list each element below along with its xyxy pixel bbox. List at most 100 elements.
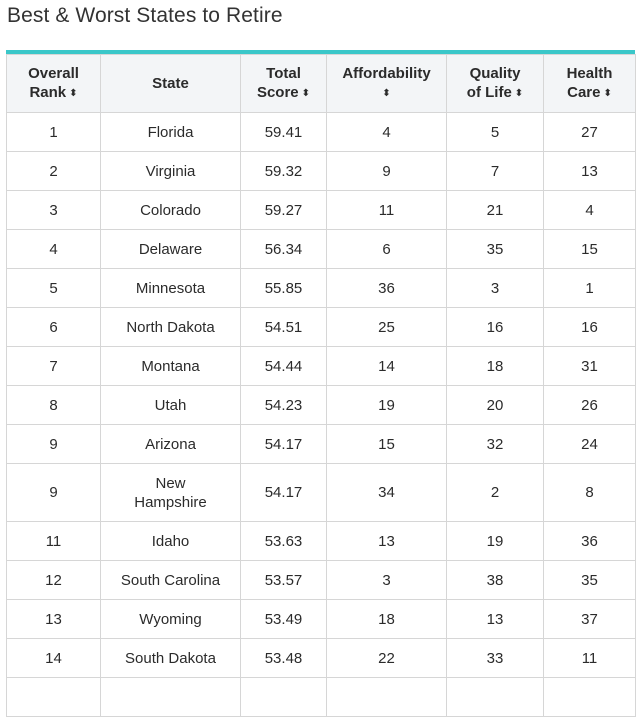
cell-affordability: 15	[326, 424, 447, 464]
cell-total-score: 59.41	[240, 112, 327, 152]
state-name-line: New	[155, 474, 186, 492]
table-row: 2 Virginia 59.32 9 7 13	[6, 151, 636, 191]
cell-total-score: 53.48	[240, 638, 327, 678]
cell-total-score: 54.17	[240, 424, 327, 464]
cell-overall-rank: 6	[6, 307, 101, 347]
column-header-label: of Life	[466, 84, 512, 101]
cell-state: Virginia	[100, 151, 241, 191]
cell-affordability: 22	[326, 638, 447, 678]
sort-updown-icon[interactable]: ⬍	[603, 88, 612, 99]
cell-quality-of-life: 7	[446, 151, 544, 191]
cell-state: Utah	[100, 385, 241, 425]
cell-health-care: 1	[543, 268, 636, 308]
retirement-rankings-table: Overall Rank ⬍ State Total Score ⬍ Afforda…	[6, 54, 636, 717]
cell-quality-of-life: 3	[446, 268, 544, 308]
cell-health-care: 24	[543, 424, 636, 464]
column-header-health-care[interactable]: Health Care ⬍	[543, 54, 636, 113]
cell-total-score: 54.44	[240, 346, 327, 386]
cell-quality-of-life: 18	[446, 346, 544, 386]
cell-health-care: 26	[543, 385, 636, 425]
cell-health-care: 15	[543, 229, 636, 269]
cell-quality-of-life: 33	[446, 638, 544, 678]
table-row	[6, 677, 636, 717]
cell-affordability: 25	[326, 307, 447, 347]
cell-health-care: 37	[543, 599, 636, 639]
cell-overall-rank: 4	[6, 229, 101, 269]
cell-affordability: 34	[326, 463, 447, 522]
sort-updown-icon[interactable]: ⬍	[69, 88, 78, 99]
cell-state: South Carolina	[100, 560, 241, 600]
cell-overall-rank: 14	[6, 638, 101, 678]
column-header-label: Total	[266, 65, 301, 82]
cell-quality-of-life: 19	[446, 521, 544, 561]
cell-total-score: 59.27	[240, 190, 327, 230]
column-header-label: Rank	[29, 84, 67, 101]
sort-updown-icon[interactable]: ⬍	[382, 88, 391, 99]
cell-state: Florida	[100, 112, 241, 152]
cell-affordability: 9	[326, 151, 447, 191]
page-title: Best & Worst States to Retire	[7, 4, 283, 27]
table-row: 4 Delaware 56.34 6 35 15	[6, 229, 636, 269]
table-header-row: Overall Rank ⬍ State Total Score ⬍ Afforda…	[6, 54, 636, 113]
cell-state: Arizona	[100, 424, 241, 464]
cell-health-care: 8	[543, 463, 636, 522]
column-header-overall-rank[interactable]: Overall Rank ⬍	[6, 54, 101, 113]
cell-overall-rank: 11	[6, 521, 101, 561]
cell-affordability: 18	[326, 599, 447, 639]
cell-state: Minnesota	[100, 268, 241, 308]
column-header-label: Score	[256, 84, 299, 101]
cell-overall-rank: 3	[6, 190, 101, 230]
column-header-affordability[interactable]: Affordability ⬍	[326, 54, 447, 113]
cell-state: Colorado	[100, 190, 241, 230]
cell-quality-of-life: 2	[446, 463, 544, 522]
cell-quality-of-life: 21	[446, 190, 544, 230]
cell-health-care: 36	[543, 521, 636, 561]
column-header-label: Affordability	[342, 65, 431, 82]
cell-health-care: 4	[543, 190, 636, 230]
cell-affordability: 14	[326, 346, 447, 386]
cell-state: Idaho	[100, 521, 241, 561]
cell-overall-rank: 2	[6, 151, 101, 191]
cell-total-score: 53.63	[240, 521, 327, 561]
cell-quality-of-life: 38	[446, 560, 544, 600]
cell-overall-rank: 9	[6, 424, 101, 464]
cell-total-score: 54.17	[240, 463, 327, 522]
sort-updown-icon[interactable]: ⬍	[301, 88, 311, 99]
cell-total-score: 54.23	[240, 385, 327, 425]
table-row: 14 South Dakota 53.48 22 33 11	[6, 638, 636, 678]
cell-overall-rank: 13	[6, 599, 101, 639]
table-row: 1 Florida 59.41 4 5 27	[6, 112, 636, 152]
cell-quality-of-life: 20	[446, 385, 544, 425]
table-row: 9 Arizona 54.17 15 32 24	[6, 424, 636, 464]
cell-affordability: 4	[326, 112, 447, 152]
cell-state	[100, 677, 241, 717]
cell-health-care: 11	[543, 638, 636, 678]
column-header-total-score[interactable]: Total Score ⬍	[240, 54, 327, 113]
retirement-rankings-table-container: Overall Rank ⬍ State Total Score ⬍ Afforda…	[6, 50, 636, 717]
cell-total-score	[240, 677, 327, 717]
cell-health-care: 16	[543, 307, 636, 347]
column-header-quality-of-life[interactable]: Quality of Life ⬍	[446, 54, 544, 113]
table-body: 1 Florida 59.41 4 5 27 2 Virginia 59.32 9 7 13 3 Colo…	[6, 112, 636, 717]
cell-overall-rank: 9	[6, 463, 101, 522]
column-header-label: Quality	[469, 65, 521, 82]
cell-state: Wyoming	[100, 599, 241, 639]
cell-affordability: 36	[326, 268, 447, 308]
cell-affordability: 3	[326, 560, 447, 600]
cell-health-care: 27	[543, 112, 636, 152]
column-header-label: State	[152, 75, 189, 92]
table-row: 12 South Carolina 53.57 3 38 35	[6, 560, 636, 600]
table-row: 6 North Dakota 54.51 25 16 16	[6, 307, 636, 347]
sort-updown-icon[interactable]: ⬍	[514, 88, 524, 99]
table-row: 11 Idaho 53.63 13 19 36	[6, 521, 636, 561]
cell-state: Delaware	[100, 229, 241, 269]
cell-affordability	[326, 677, 447, 717]
cell-quality-of-life: 35	[446, 229, 544, 269]
column-header-state: State	[100, 54, 241, 113]
cell-health-care	[543, 677, 636, 717]
cell-affordability: 19	[326, 385, 447, 425]
column-header-label: Care	[567, 84, 601, 101]
column-header-label: Overall	[28, 65, 79, 82]
cell-health-care: 35	[543, 560, 636, 600]
cell-quality-of-life: 13	[446, 599, 544, 639]
